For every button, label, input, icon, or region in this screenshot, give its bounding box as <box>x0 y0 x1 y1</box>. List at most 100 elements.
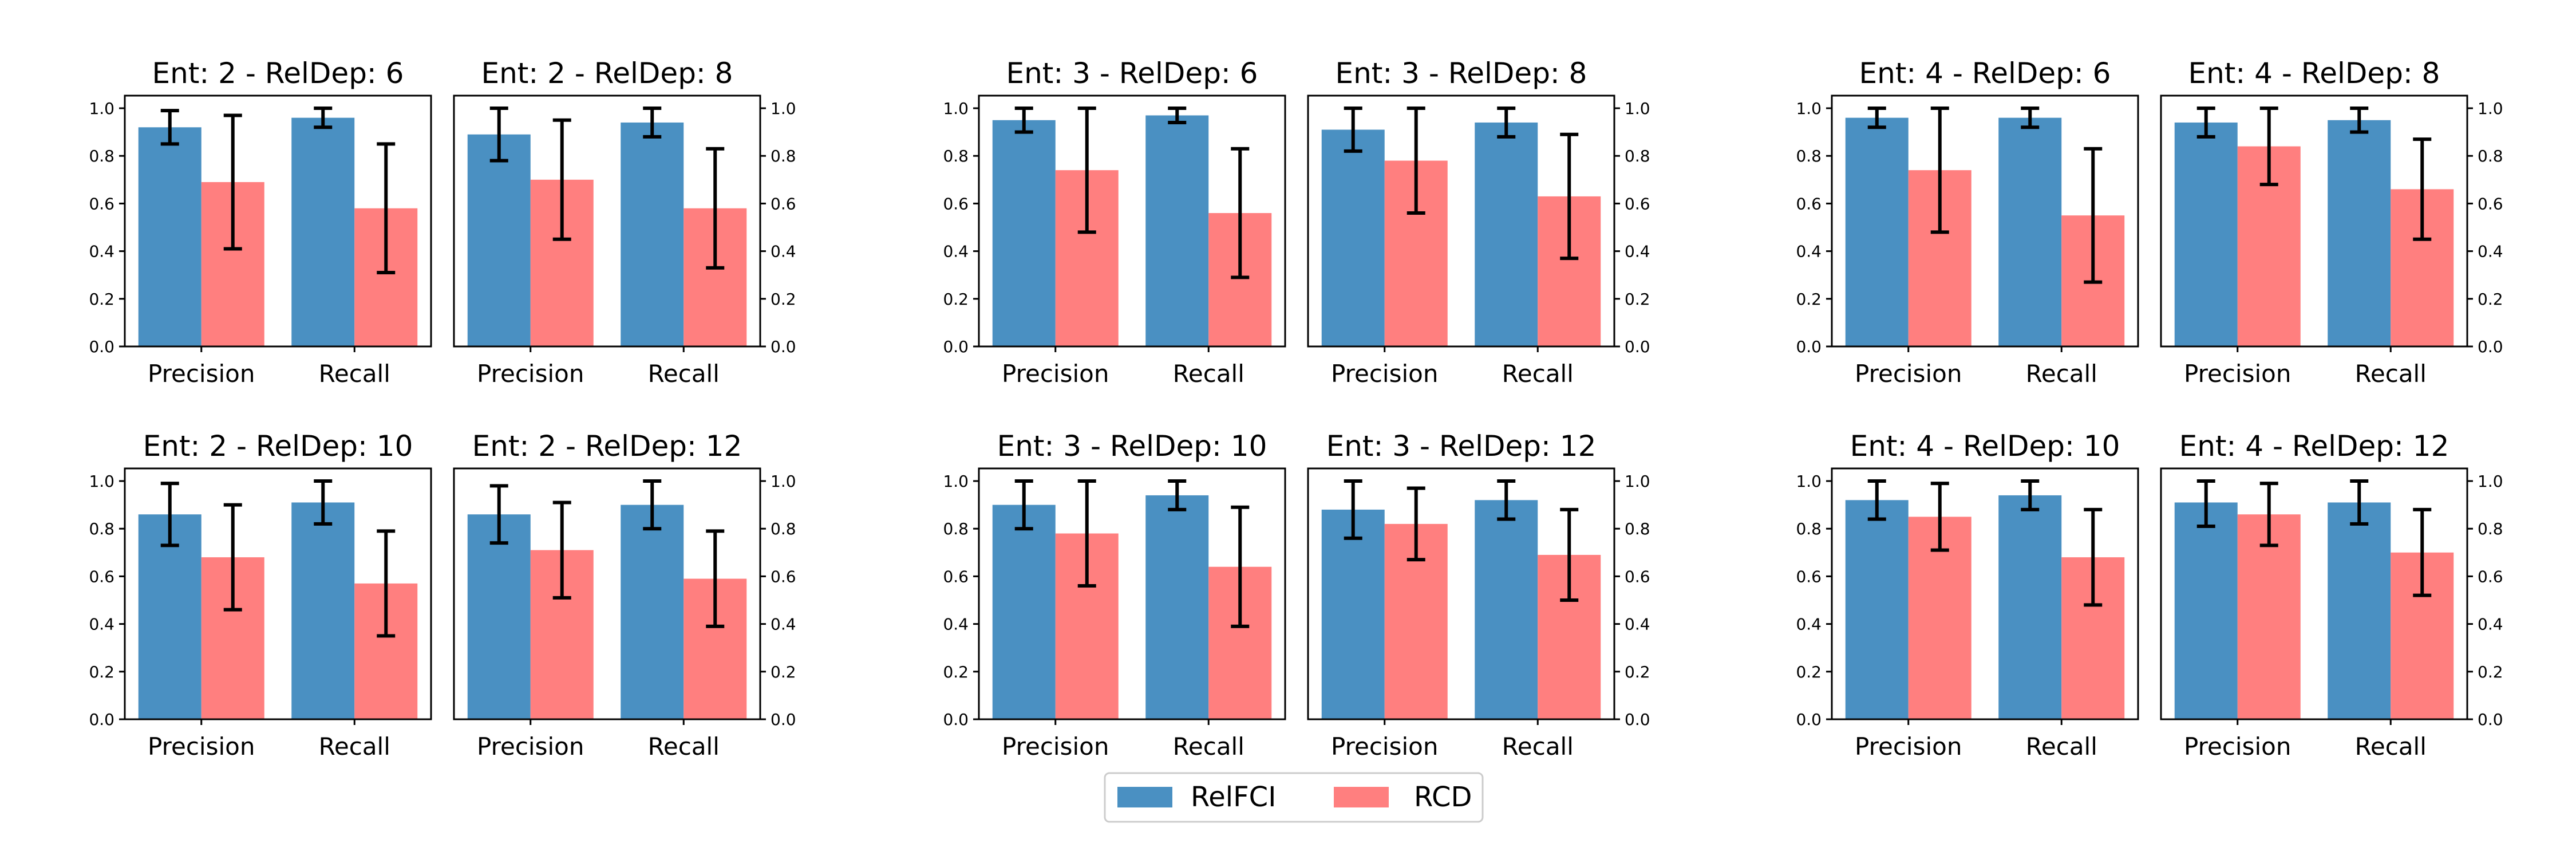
bar-relfci <box>138 514 202 719</box>
y-tick-label: 0.6 <box>943 194 969 213</box>
bar-relfci <box>291 117 355 346</box>
y-tick-label: 1.0 <box>1625 472 1650 491</box>
bar-relfci <box>1145 495 1209 719</box>
y-tick-label: 0.2 <box>771 663 796 681</box>
bar-relfci <box>1475 122 1538 346</box>
chart-panel: 0.0 0.2 0.4 0.6 0.8 1.0 Precision Recall Ent: 4 … <box>2160 430 2503 761</box>
bar-relfci <box>621 505 684 719</box>
y-tick-label: 1.0 <box>771 472 796 491</box>
y-tick-label: 0.0 <box>2478 710 2503 729</box>
y-tick-label: 0.6 <box>89 567 114 586</box>
panel-frame <box>1831 467 2139 720</box>
y-tick-label: 0.0 <box>1796 710 1822 729</box>
panel-frame <box>453 467 761 720</box>
legend-frame <box>1104 772 1484 823</box>
y-tick-label: 0.8 <box>943 519 969 538</box>
y-tick-label: 0.6 <box>1796 567 1822 586</box>
y-tick-label: 1.0 <box>1796 472 1822 491</box>
panel-frame <box>1307 467 1615 720</box>
bar-relfci <box>621 122 684 346</box>
bar-relfci <box>1145 115 1209 347</box>
x-tick-label: Recall <box>648 732 720 761</box>
legend-label-relfci: RelFCI <box>1191 781 1276 813</box>
y-tick-label: 0.2 <box>89 290 114 309</box>
bar-relfci <box>291 502 355 719</box>
y-tick-label: 0.6 <box>771 194 796 213</box>
y-tick-label: 1.0 <box>89 99 114 118</box>
y-tick-label: 0.8 <box>943 147 969 166</box>
y-tick-label: 0.4 <box>1625 242 1650 261</box>
panel-title: Ent: 2 - RelDep: 8 <box>481 57 733 90</box>
y-tick-label: 0.4 <box>1625 615 1650 634</box>
y-tick-label: 0.6 <box>1796 194 1822 213</box>
bar-relfci <box>2328 502 2391 719</box>
panel-title: Ent: 3 - RelDep: 12 <box>1326 430 1597 463</box>
y-tick-label: 1.0 <box>2478 472 2503 491</box>
chart-panel: 0.0 0.2 0.4 0.6 0.8 1.0 Precision Recall Ent: 2 … <box>89 430 432 761</box>
y-tick-label: 0.6 <box>1625 194 1650 213</box>
y-tick-label: 0.2 <box>771 290 796 309</box>
bar-relfci <box>138 127 202 346</box>
y-tick-label: 0.0 <box>943 710 969 729</box>
panel-frame <box>1307 94 1615 348</box>
chart-panel: 0.0 0.2 0.4 0.6 0.8 1.0 Precision Recall Ent: 2 … <box>89 57 432 388</box>
y-tick-label: 0.2 <box>1625 290 1650 309</box>
y-tick-label: 0.0 <box>1796 337 1822 356</box>
y-tick-label: 0.6 <box>89 194 114 213</box>
legend-swatch-relfci <box>1117 787 1172 807</box>
y-tick-label: 0.8 <box>2478 147 2503 166</box>
x-tick-label: Recall <box>1502 732 1574 761</box>
y-tick-label: 1.0 <box>2478 99 2503 118</box>
y-tick-label: 0.8 <box>771 519 796 538</box>
legend-label-rcd: RCD <box>1414 781 1472 813</box>
x-tick-label: Recall <box>319 732 390 761</box>
y-tick-label: 0.4 <box>89 615 114 634</box>
y-tick-label: 0.8 <box>1796 147 1822 166</box>
x-tick-label: Precision <box>1855 360 1962 388</box>
panel-frame <box>124 467 432 720</box>
x-tick-label: Recall <box>648 360 720 388</box>
bar-relfci <box>2328 120 2391 347</box>
panel-frame <box>2160 467 2468 720</box>
panel-frame <box>453 94 761 348</box>
x-tick-label: Recall <box>319 360 390 388</box>
chart-panels: 0.0 0.2 0.4 0.6 0.8 1.0 Precision Recall Ent: 2 … <box>89 57 2503 761</box>
y-tick-label: 0.8 <box>2478 519 2503 538</box>
y-tick-label: 0.0 <box>771 337 796 356</box>
y-tick-label: 0.2 <box>1796 663 1822 681</box>
bar-relfci <box>1998 117 2062 346</box>
y-tick-label: 1.0 <box>1625 99 1650 118</box>
y-tick-label: 0.4 <box>1796 615 1822 634</box>
bar-rcd <box>2237 514 2301 719</box>
x-tick-label: Recall <box>2026 732 2097 761</box>
y-tick-label: 0.2 <box>89 663 114 681</box>
y-tick-label: 0.4 <box>943 242 969 261</box>
x-tick-label: Recall <box>1173 360 1244 388</box>
bar-relfci <box>467 514 531 719</box>
y-tick-label: 0.6 <box>943 567 969 586</box>
x-tick-label: Precision <box>2184 732 2291 761</box>
y-tick-label: 0.8 <box>89 519 114 538</box>
y-tick-label: 0.4 <box>1796 242 1822 261</box>
panel-title: Ent: 4 - RelDep: 8 <box>2188 57 2440 90</box>
chart-panel: 0.0 0.2 0.4 0.6 0.8 1.0 Precision Recall Ent: 4 … <box>1796 430 2139 761</box>
y-tick-label: 1.0 <box>943 472 969 491</box>
panel-title: Ent: 3 - RelDep: 8 <box>1336 57 1587 90</box>
panel-frame <box>1831 94 2139 348</box>
bar-relfci <box>1475 500 1538 719</box>
y-tick-label: 0.2 <box>943 290 969 309</box>
bar-relfci <box>1321 129 1385 346</box>
bar-relfci <box>2174 122 2238 346</box>
y-tick-label: 0.6 <box>1625 567 1650 586</box>
y-tick-label: 0.4 <box>943 615 969 634</box>
x-tick-label: Precision <box>148 732 255 761</box>
y-tick-label: 0.0 <box>1625 710 1650 729</box>
bar-relfci <box>1845 117 1909 346</box>
y-tick-label: 1.0 <box>943 99 969 118</box>
chart-panel: 0.0 0.2 0.4 0.6 0.8 1.0 Precision Recall Ent: 2 … <box>453 430 796 761</box>
y-tick-label: 0.4 <box>89 242 114 261</box>
panel-title: Ent: 2 - RelDep: 12 <box>472 430 742 463</box>
chart-panel: 0.0 0.2 0.4 0.6 0.8 1.0 Precision Recall Ent: 3 … <box>1307 57 1650 388</box>
panel-frame <box>978 94 1286 348</box>
y-tick-label: 0.6 <box>2478 567 2503 586</box>
